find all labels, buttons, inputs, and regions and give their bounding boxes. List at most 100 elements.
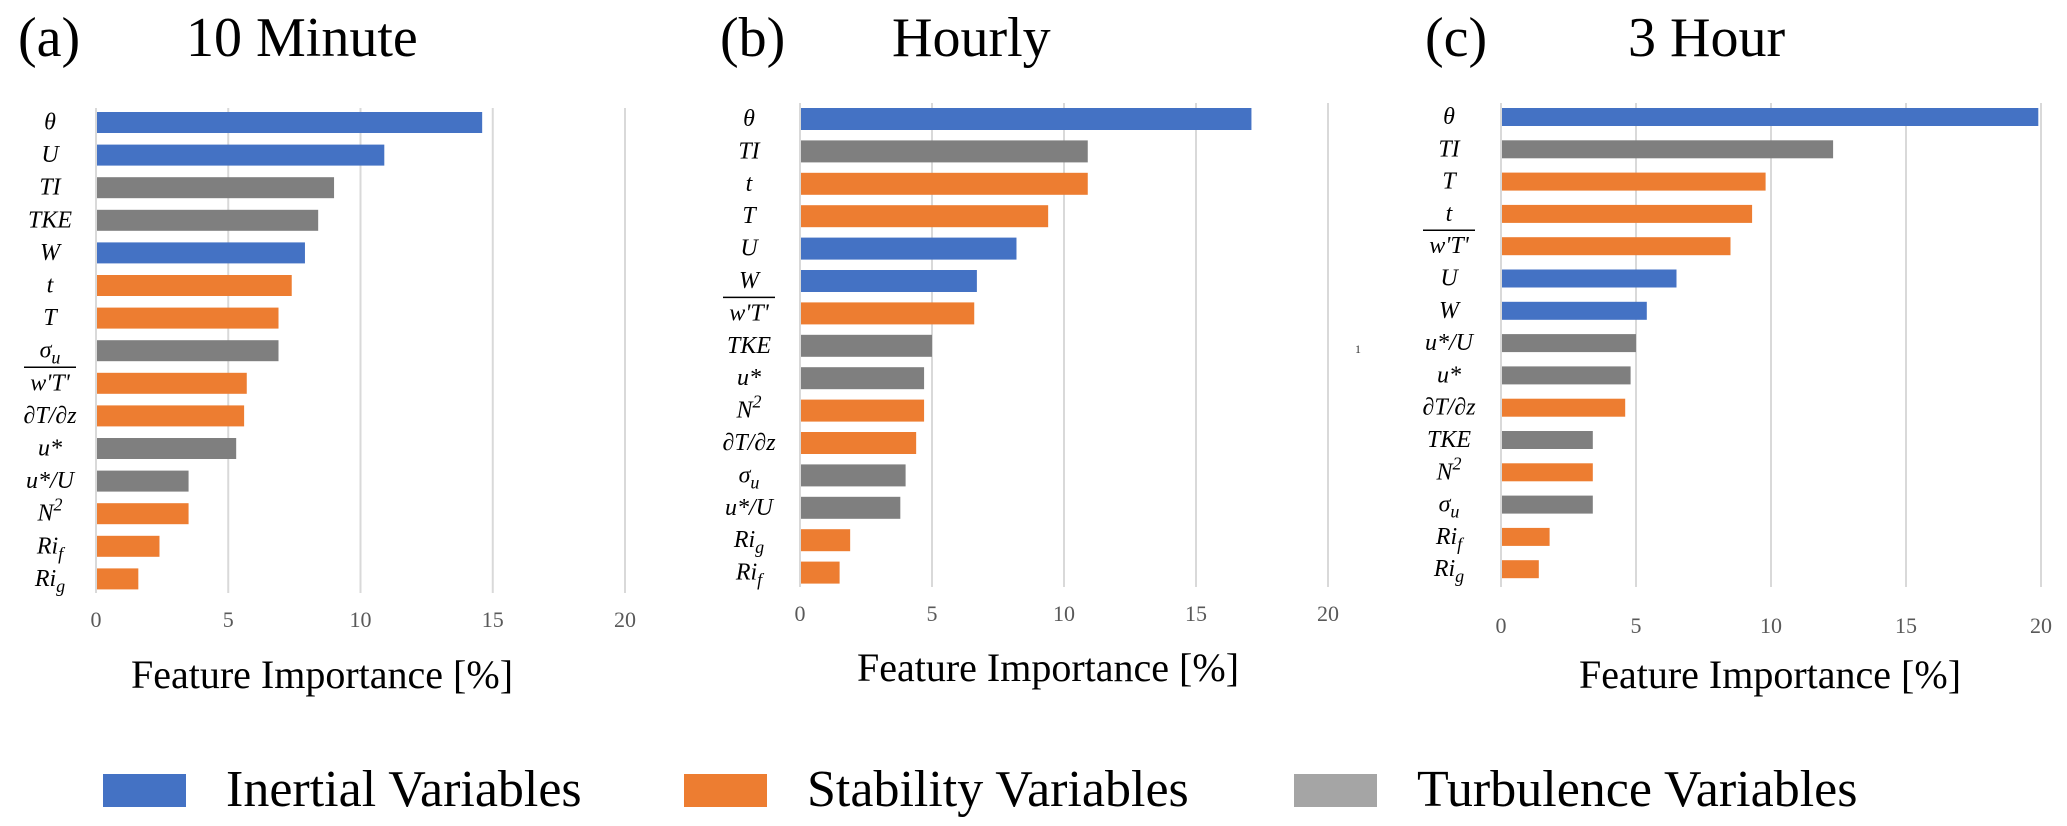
category-label: σu	[1439, 492, 1460, 522]
bar-stability	[97, 405, 245, 427]
bar-turbulence	[1502, 366, 1631, 385]
category-label: Rif	[36, 533, 66, 563]
bar-stability	[801, 399, 925, 422]
x-tick-label: 20	[1317, 601, 1339, 626]
bar-stability	[801, 205, 1049, 228]
bar-inertial	[801, 108, 1252, 130]
bar-inertial	[97, 144, 385, 166]
category-label: w'T'	[30, 370, 70, 396]
category-label: TKE	[1427, 427, 1471, 453]
bar-turbulence	[97, 438, 237, 459]
bar-stability	[97, 568, 139, 590]
category-label: TI	[39, 175, 61, 201]
category-label: TKE	[727, 333, 771, 359]
x-tick-label: 20	[2030, 613, 2052, 638]
x-tick-label: 5	[223, 607, 234, 632]
bar-turbulence	[801, 496, 901, 519]
x-tick-label: 5	[1631, 613, 1642, 638]
bar-inertial	[801, 270, 977, 292]
bar-inertial	[801, 237, 1017, 260]
category-label: U	[1440, 266, 1459, 292]
category-label: N2	[735, 392, 761, 424]
legend-item-stability: Stability Variables	[684, 760, 1189, 820]
category-label: u*	[38, 436, 62, 462]
bar-inertial	[1502, 108, 2039, 126]
bar-turbulence	[801, 464, 906, 487]
category-label: σu	[40, 338, 61, 368]
bar-inertial	[97, 242, 305, 264]
bar-inertial	[97, 112, 483, 133]
panel-b-xlabel: Feature Importance [%]	[856, 645, 1240, 690]
x-tick-label: 20	[614, 607, 636, 632]
bar-stability	[1502, 463, 1593, 482]
category-label: u*	[737, 365, 761, 391]
category-label: W	[1439, 298, 1461, 324]
category-label: u*/U	[1425, 330, 1475, 356]
panel-a-xlabel: Feature Importance [%]	[130, 652, 514, 697]
category-label: σu	[739, 462, 760, 492]
category-label: U	[740, 236, 759, 262]
bar-turbulence	[97, 340, 279, 362]
bar-stability	[1502, 204, 1753, 223]
bar-stability	[801, 561, 840, 584]
bar-stability	[801, 529, 851, 552]
legend-item-inertial: Inertial Variables	[103, 760, 582, 820]
x-tick-label: 10	[1760, 613, 1782, 638]
bar-inertial	[1502, 269, 1677, 288]
category-label: ∂T/∂z	[1422, 395, 1476, 421]
bar-turbulence	[801, 140, 1088, 163]
bar-stability	[97, 372, 247, 394]
category-label: Rig	[1433, 556, 1464, 586]
x-tick-label: 10	[350, 607, 372, 632]
category-label: U	[41, 142, 60, 168]
x-tick-label: 5	[927, 601, 938, 626]
category-label: t	[47, 273, 55, 299]
category-label: Rif	[735, 560, 765, 590]
bar-inertial	[1502, 301, 1647, 320]
x-tick-label: 15	[1185, 601, 1207, 626]
bar-stability	[801, 432, 917, 454]
bar-stability	[1502, 237, 1731, 256]
bar-turbulence	[97, 470, 189, 492]
panel-a-letter: (a)	[18, 7, 81, 69]
panel-c-title: 3 Hour	[1628, 7, 1786, 69]
category-label: t	[746, 171, 754, 197]
stray-mark: 1	[1355, 342, 1361, 356]
legend-item-turbulence: Turbulence Variables	[1294, 760, 1857, 820]
legend-swatch-turbulence	[1294, 773, 1377, 807]
legend: Inertial Variables Stability Variables T…	[0, 760, 2067, 820]
bar-stability	[1502, 398, 1626, 417]
bar-stability	[801, 302, 975, 325]
panel-c-letter: (c)	[1425, 7, 1488, 69]
panel-a-title: 10 Minute	[186, 7, 418, 69]
bar-turbulence	[97, 209, 319, 231]
category-label: w'T'	[729, 300, 769, 326]
bar-stability	[1502, 560, 1539, 579]
category-label: T	[43, 305, 58, 331]
bar-stability	[97, 503, 189, 525]
x-tick-label: 10	[1053, 601, 1075, 626]
category-label: ∂T/∂z	[23, 403, 77, 429]
x-tick-label: 0	[1496, 613, 1507, 638]
category-label: W	[40, 240, 62, 266]
legend-label-stability: Stability Variables	[807, 761, 1189, 818]
category-label: Rig	[733, 527, 764, 557]
category-label: W	[739, 268, 761, 294]
category-label: u*/U	[725, 495, 775, 521]
x-tick-label: 15	[482, 607, 504, 632]
panel-b-letter: (b)	[720, 7, 786, 69]
bar-turbulence	[801, 367, 925, 390]
legend-label-turbulence: Turbulence Variables	[1417, 761, 1858, 818]
category-label: Rig	[34, 566, 65, 596]
x-tick-label: 0	[795, 601, 806, 626]
legend-swatch-stability	[684, 773, 767, 807]
category-label: TI	[738, 138, 760, 164]
bar-turbulence	[1502, 140, 1834, 159]
category-label: Rif	[1435, 524, 1465, 554]
category-label: N2	[36, 495, 62, 527]
category-label: θ	[743, 106, 755, 132]
bar-turbulence	[1502, 334, 1636, 353]
category-label: N2	[1435, 453, 1461, 485]
